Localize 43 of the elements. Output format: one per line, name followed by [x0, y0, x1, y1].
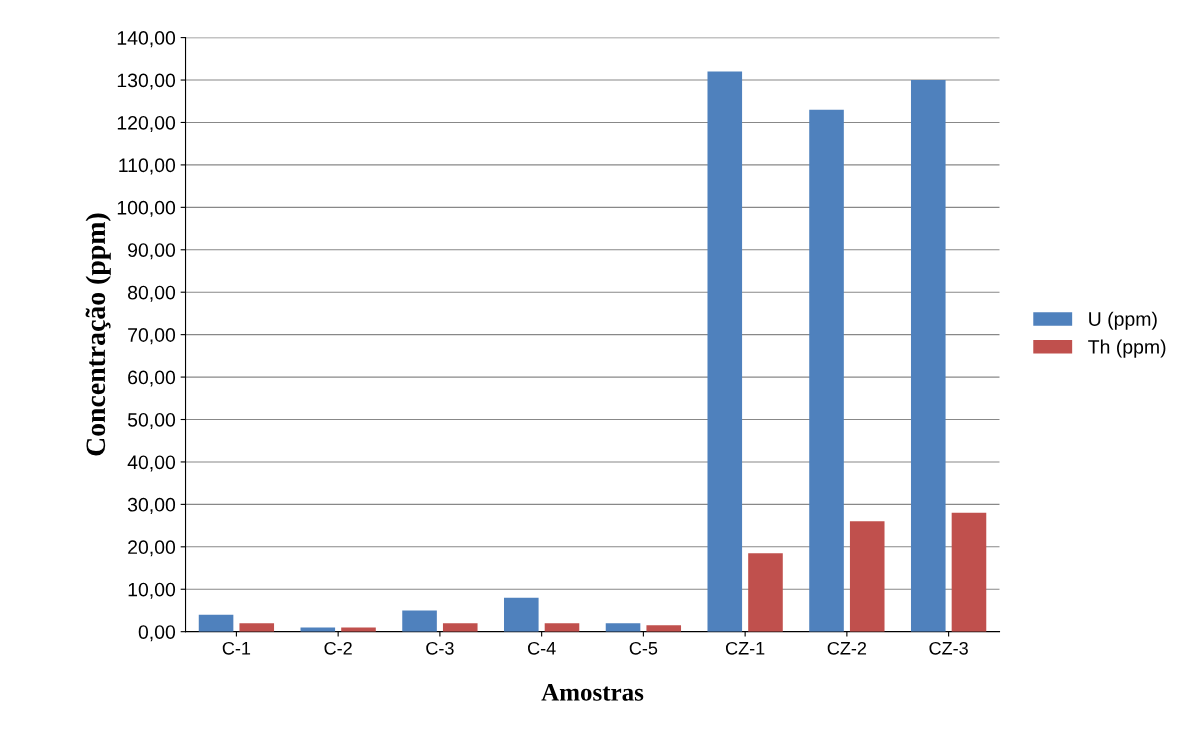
y-tick-label: 20,00 [128, 540, 176, 557]
bar [605, 623, 641, 632]
bar [809, 109, 844, 632]
bar [707, 71, 743, 632]
x-tick-label: CZ-3 [929, 641, 968, 655]
bar [300, 627, 336, 632]
y-tick-label: 100,00 [117, 200, 176, 217]
bar [239, 623, 275, 632]
x-tick-label: CZ-1 [725, 641, 765, 655]
y-tick-label: 70,00 [128, 328, 176, 345]
x-tick-label: C-2 [324, 641, 352, 655]
x-tick-label: C-5 [629, 641, 658, 655]
y-tick-label: 0,00 [138, 625, 176, 642]
y-tick-label: 110,00 [119, 158, 176, 175]
bar [748, 553, 783, 632]
bar [442, 623, 478, 632]
y-tick-label: 90,00 [128, 243, 176, 260]
bar [402, 610, 437, 632]
bar [504, 597, 539, 632]
y-tick-label: 60,00 [128, 370, 176, 387]
y-tick-label: 140,00 [117, 31, 176, 48]
y-tick-label: 10,00 [128, 582, 176, 599]
y-axis-title: Concentração (ppm) [85, 213, 111, 456]
legend-label: Th (ppm) [1088, 339, 1166, 358]
legend-label: U (ppm) [1089, 311, 1157, 330]
bar [951, 512, 987, 632]
y-tick-label: 30,00 [127, 497, 176, 514]
y-tick-label: 40,00 [127, 455, 176, 472]
bar [341, 627, 376, 632]
x-tick-label: C-1 [222, 641, 251, 655]
bar [198, 614, 234, 632]
x-tick-label: C-3 [426, 641, 454, 655]
y-tick-label: 120,00 [117, 115, 176, 132]
bar [849, 521, 885, 632]
x-axis-title: Amostras [541, 684, 644, 701]
y-tick-label: 130,00 [117, 73, 176, 90]
y-tick-label: 80,00 [128, 285, 176, 302]
bar [910, 80, 946, 632]
y-tick-label: 50,00 [127, 412, 176, 430]
x-tick-label: C-4 [528, 641, 556, 655]
bar [544, 623, 580, 632]
bar [646, 625, 682, 632]
x-tick-label: CZ-2 [827, 641, 867, 655]
